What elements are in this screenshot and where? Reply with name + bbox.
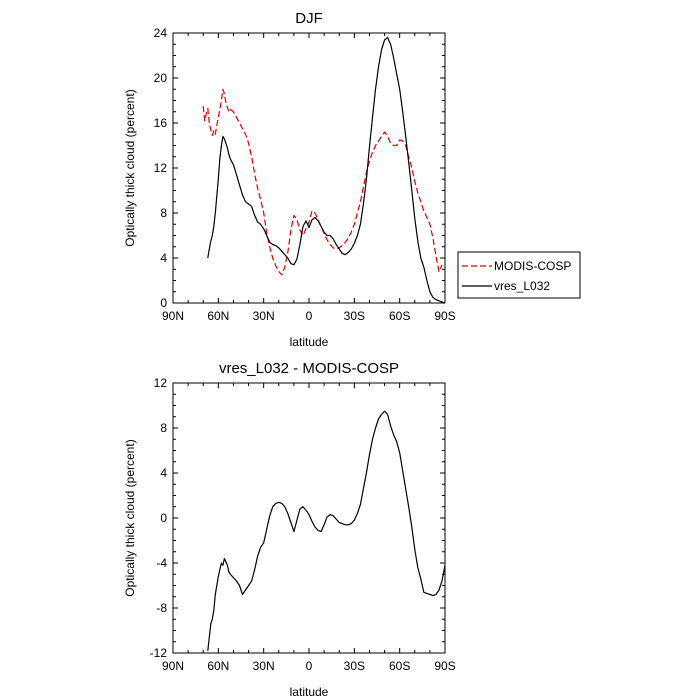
y-tick-label: 0 xyxy=(160,296,167,310)
x-tick-label: 60S xyxy=(389,309,410,323)
y-tick-label: 4 xyxy=(160,251,167,265)
x-tick-label: 0 xyxy=(306,309,313,323)
chart-panel-2: vres_L032 - MODIS-COSP 90N 60N 30N 0 30S 60S 90… xyxy=(123,360,456,699)
y-tick-label: -4 xyxy=(156,556,167,570)
x-tick-label: 90S xyxy=(434,309,455,323)
y-tick-label: 8 xyxy=(160,206,167,220)
plot-frame xyxy=(172,382,446,654)
x-tick-label: 30S xyxy=(344,309,365,323)
legend: MODIS-COSP vres_L032 xyxy=(457,251,581,299)
y-tick-label: 12 xyxy=(154,161,168,175)
y-tick-label: 0 xyxy=(160,511,167,525)
chart-panel-1: DJF 90N 60N 30N 0 30S 60S 90S 0 4 8 12 16 20 24 latitud… xyxy=(123,10,581,349)
series-line-difference xyxy=(207,410,446,651)
x-tick-label: 60S xyxy=(389,659,410,673)
y-tick-label: 4 xyxy=(160,466,167,480)
x-tick-label: 30N xyxy=(253,309,275,323)
chart-title: DJF xyxy=(295,10,323,27)
y-tick-label: 8 xyxy=(160,421,167,435)
y-axis-label: Optically thick cloud (percent) xyxy=(123,89,137,246)
plot-frame xyxy=(172,32,446,304)
y-tick-label: 12 xyxy=(154,376,168,390)
chart-title: vres_L032 - MODIS-COSP xyxy=(219,360,399,377)
legend-label: MODIS-COSP xyxy=(494,259,571,273)
series-line-vres-l032 xyxy=(207,36,446,304)
y-tick-label: -8 xyxy=(156,601,167,615)
legend-box xyxy=(457,251,581,299)
x-axis-label: latitude xyxy=(290,335,329,349)
y-tick-label: 16 xyxy=(154,116,168,130)
series-line-modis-cosp xyxy=(202,88,443,276)
x-tick-label: 0 xyxy=(306,659,313,673)
x-axis-label: latitude xyxy=(290,685,329,699)
x-tick-label: 90N xyxy=(162,659,184,673)
y-axis-label: Optically thick cloud (percent) xyxy=(123,439,137,596)
x-tick-label: 90S xyxy=(434,659,455,673)
x-tick-label: 30S xyxy=(344,659,365,673)
y-tick-label: -12 xyxy=(150,646,168,660)
x-tick-label: 90N xyxy=(162,309,184,323)
x-tick-label: 30N xyxy=(253,659,275,673)
y-tick-label: 24 xyxy=(154,26,168,40)
x-tick-label: 60N xyxy=(207,659,229,673)
legend-label: vres_L032 xyxy=(494,279,550,293)
x-tick-label: 60N xyxy=(207,309,229,323)
y-tick-label: 20 xyxy=(154,71,168,85)
